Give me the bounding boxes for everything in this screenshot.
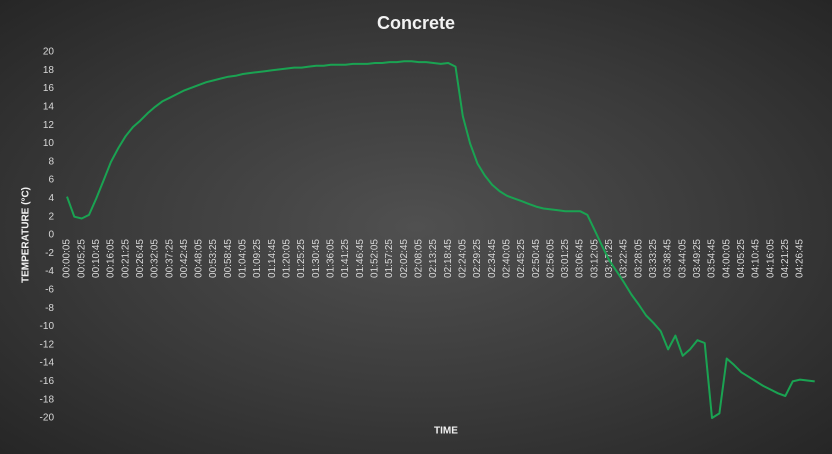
x-tick-label: 01:46:45	[355, 239, 366, 278]
x-tick-label: 02:13:25	[428, 239, 439, 278]
x-tick-label: 02:56:05	[545, 239, 556, 278]
x-tick-label: 02:02:45	[399, 239, 410, 278]
x-tick-label: 01:20:05	[282, 239, 293, 278]
x-tick-label: 01:41:25	[340, 239, 351, 278]
x-tick-label: 00:26:45	[135, 239, 146, 278]
y-tick-label: 10	[43, 138, 55, 149]
x-tick-label: 03:01:25	[560, 239, 571, 278]
x-tick-label: 01:52:05	[370, 239, 381, 278]
x-tick-label: 02:40:05	[501, 239, 512, 278]
y-tick-label: 8	[48, 156, 54, 167]
x-tick-label: 00:58:45	[223, 239, 234, 278]
y-tick-label: 2	[48, 211, 54, 222]
x-tick-label: 00:00:05	[62, 239, 73, 278]
y-tick-label: 18	[43, 65, 55, 76]
x-tick-label: 02:29:25	[472, 239, 483, 278]
x-tick-label: 00:53:25	[208, 239, 219, 278]
x-tick-label: 04:00:05	[721, 239, 732, 278]
x-tick-label: 02:45:25	[516, 239, 527, 278]
y-axis-title: TEMPERATURE (°C)	[21, 187, 32, 283]
x-tick-label: 03:28:05	[633, 239, 644, 278]
x-tick-label: 03:44:05	[677, 239, 688, 278]
x-tick-label: 00:10:45	[91, 239, 102, 278]
x-tick-label: 03:12:05	[589, 239, 600, 278]
x-tick-label: 01:25:25	[296, 239, 307, 278]
x-tick-label: 01:09:25	[252, 239, 263, 278]
y-tick-label: 6	[48, 175, 54, 186]
x-tick-label: 03:33:25	[648, 239, 659, 278]
y-tick-label: 20	[43, 47, 55, 58]
x-tick-label: 00:05:25	[76, 239, 87, 278]
x-tick-label: 01:36:05	[326, 239, 337, 278]
y-tick-label: -8	[45, 303, 54, 314]
x-tick-label: 00:32:05	[150, 239, 161, 278]
y-tick-label: -6	[45, 285, 54, 296]
x-tick-label: 01:30:45	[311, 239, 322, 278]
x-tick-label: 03:54:45	[707, 239, 718, 278]
x-tick-label: 04:05:25	[736, 239, 747, 278]
y-tick-label: -16	[40, 376, 55, 387]
x-tick-label: 04:10:45	[751, 239, 762, 278]
y-tick-label: 14	[43, 102, 55, 113]
x-tick-label: 00:42:45	[179, 239, 190, 278]
y-tick-label: -10	[40, 321, 55, 332]
x-tick-label: 01:14:45	[267, 239, 278, 278]
y-tick-label: -20	[40, 413, 55, 424]
x-tick-label: 04:21:25	[780, 239, 791, 278]
data-line	[66, 60, 815, 419]
x-tick-label: 03:06:45	[575, 239, 586, 278]
x-axis-title: TIME	[434, 426, 458, 437]
y-tick-label: -2	[45, 248, 54, 259]
y-tick-label: 4	[48, 193, 54, 204]
x-tick-label: 02:24:05	[457, 239, 468, 278]
x-tick-label: 02:34:45	[487, 239, 498, 278]
x-tick-label: 02:50:45	[531, 239, 542, 278]
x-tick-label: 00:48:05	[194, 239, 205, 278]
x-tick-label: 04:26:45	[795, 239, 806, 278]
x-tick-label: 04:16:05	[765, 239, 776, 278]
y-tick-label: -14	[40, 358, 55, 369]
x-tick-label: 03:22:45	[619, 239, 630, 278]
y-tick-label: -18	[40, 394, 55, 405]
x-tick-label: 03:17:25	[604, 239, 615, 278]
y-tick-label: -4	[45, 266, 54, 277]
x-tick-label: 03:38:45	[663, 239, 674, 278]
x-tick-label: 00:21:25	[120, 239, 131, 278]
y-tick-label: 12	[43, 120, 55, 131]
chart-title: Concrete	[377, 13, 455, 33]
x-tick-label: 01:04:05	[238, 239, 249, 278]
x-tick-label: 02:18:45	[443, 239, 454, 278]
y-tick-label: 0	[48, 230, 54, 241]
x-tick-label: 03:49:25	[692, 239, 703, 278]
x-tick-label: 01:57:25	[384, 239, 395, 278]
y-tick-label: -12	[40, 339, 55, 350]
y-tick-label: 16	[43, 83, 55, 94]
x-tick-label: 00:16:05	[106, 239, 117, 278]
x-tick-label: 02:08:05	[413, 239, 424, 278]
x-tick-label: 00:37:25	[164, 239, 175, 278]
